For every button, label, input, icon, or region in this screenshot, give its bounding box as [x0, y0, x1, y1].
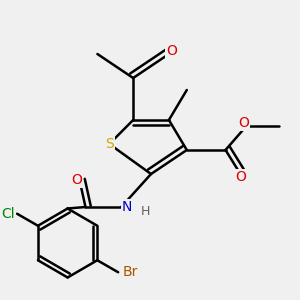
Text: S: S — [105, 137, 114, 151]
Text: H: H — [140, 205, 150, 218]
Text: O: O — [71, 173, 82, 187]
Text: O: O — [167, 44, 177, 58]
Text: Br: Br — [122, 265, 138, 279]
Text: Cl: Cl — [1, 207, 15, 221]
Text: O: O — [238, 116, 249, 130]
Text: O: O — [235, 170, 246, 184]
Text: N: N — [122, 200, 132, 214]
